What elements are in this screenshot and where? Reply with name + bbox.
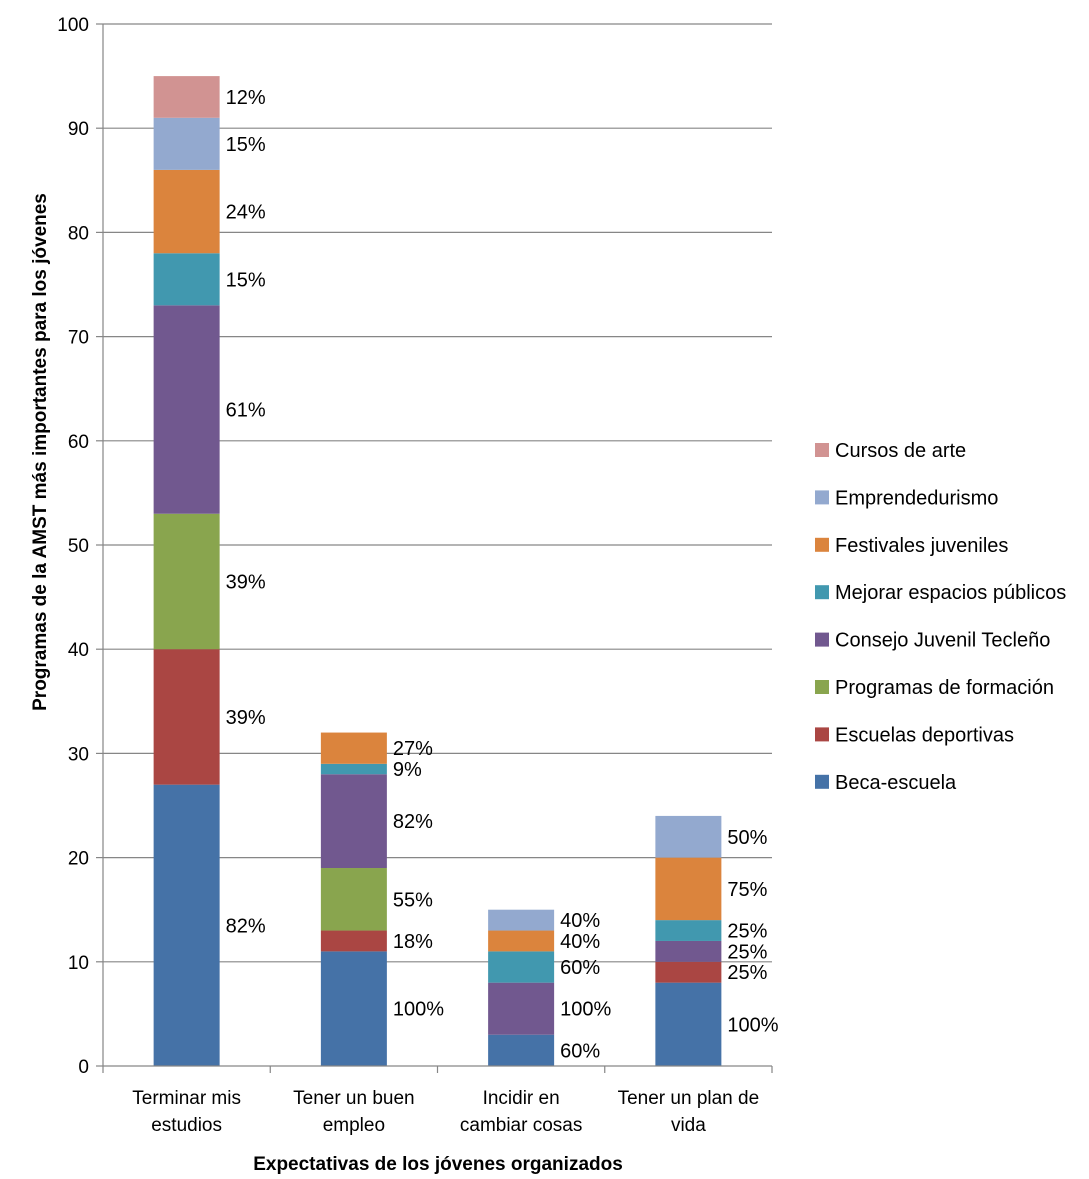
y-tick-label: 60 xyxy=(68,432,89,453)
data-label: 9% xyxy=(393,759,422,781)
legend-swatch xyxy=(815,585,829,600)
y-tick-label: 80 xyxy=(68,223,89,244)
y-tick-label: 90 xyxy=(68,119,89,140)
data-labels: 82%39%39%61%15%24%15%12%100%18%55%82%9%2… xyxy=(226,87,779,1062)
legend-label: Emprendedurismo xyxy=(835,487,998,509)
bar-segment xyxy=(655,857,722,921)
y-axis-title: Programas de la AMST más importantes par… xyxy=(30,193,51,711)
legend-label: Beca-escuela xyxy=(835,772,957,794)
bar-segment xyxy=(488,1034,555,1066)
data-label: 60% xyxy=(560,1040,600,1062)
data-label: 55% xyxy=(393,889,433,911)
bar-segment xyxy=(153,169,220,254)
legend-label: Programas de formación xyxy=(835,677,1054,699)
x-category-label: Incidir en xyxy=(483,1088,560,1109)
bar-segment xyxy=(320,868,387,931)
legend: Cursos de arte Emprendedurismo Festivales … xyxy=(815,440,1066,794)
bar-segment xyxy=(153,117,220,170)
x-category-label: vida xyxy=(671,1115,706,1136)
data-label: 61% xyxy=(226,400,266,422)
x-category-label: cambiar cosas xyxy=(460,1115,583,1136)
data-label: 82% xyxy=(226,915,266,937)
bar-segment xyxy=(488,951,555,983)
y-tick-label: 30 xyxy=(68,744,89,765)
data-label: 100% xyxy=(727,1014,778,1036)
data-label: 39% xyxy=(226,707,266,729)
legend-swatch xyxy=(815,443,829,457)
legend-label: Cursos de arte xyxy=(835,440,966,462)
bar-segment xyxy=(488,930,555,952)
data-label: 25% xyxy=(727,941,767,963)
bar-segment xyxy=(320,951,387,1066)
bar-segment xyxy=(320,930,387,952)
data-label: 39% xyxy=(226,571,266,593)
bar-segment xyxy=(655,982,722,1066)
bar-segment xyxy=(655,940,722,962)
data-label: 40% xyxy=(560,910,600,932)
x-axis-title: Expectativas de los jóvenes organizados xyxy=(253,1154,623,1175)
bar-segment xyxy=(655,961,722,983)
data-label: 40% xyxy=(560,931,600,953)
legend-swatch xyxy=(815,774,829,789)
bars xyxy=(153,76,722,1066)
bar-segment xyxy=(153,76,220,118)
data-label: 18% xyxy=(393,931,433,953)
legend-swatch xyxy=(815,727,829,742)
data-label: 27% xyxy=(393,738,433,760)
y-tick-label: 0 xyxy=(78,1057,89,1078)
legend-swatch xyxy=(815,680,829,694)
data-label: 82% xyxy=(393,811,433,833)
legend-label: Consejo Juvenil Tecleño xyxy=(835,630,1050,652)
bar-segment xyxy=(655,920,722,941)
data-label: 12% xyxy=(226,87,266,109)
bar-segment xyxy=(153,649,220,785)
y-tick-label: 40 xyxy=(68,640,89,661)
y-tick-label: 70 xyxy=(68,328,89,349)
bar-segment xyxy=(655,815,722,858)
legend-swatch xyxy=(815,632,829,647)
x-category-label: estudios xyxy=(151,1115,222,1136)
data-label: 25% xyxy=(727,921,767,943)
y-axis-ticks: 0 10 20 30 40 50 60 70 80 90 100 xyxy=(57,15,103,1078)
x-category-label: Tener un buen xyxy=(293,1088,415,1109)
data-label: 25% xyxy=(727,962,767,984)
x-category-label: Tener un plan de xyxy=(618,1088,760,1109)
legend-swatch xyxy=(815,490,829,505)
axes xyxy=(102,24,773,1073)
bar-segment xyxy=(153,513,220,650)
legend-label: Mejorar espacios públicos xyxy=(835,582,1066,604)
bar-segment xyxy=(320,732,387,764)
data-label: 15% xyxy=(226,134,266,156)
y-tick-label: 50 xyxy=(68,536,89,557)
bar-segment xyxy=(488,909,555,931)
data-label: 100% xyxy=(393,999,444,1021)
legend-label: Festivales juveniles xyxy=(835,535,1008,557)
data-label: 75% xyxy=(727,879,767,901)
data-label: 100% xyxy=(560,999,611,1021)
bar-segment xyxy=(153,305,220,514)
legend-label: Escuelas deportivas xyxy=(835,724,1014,746)
y-tick-label: 10 xyxy=(68,953,89,974)
bar-segment xyxy=(153,253,220,306)
y-tick-label: 100 xyxy=(57,15,89,36)
bar-segment xyxy=(153,784,220,1066)
data-label: 24% xyxy=(226,202,266,224)
data-label: 50% xyxy=(727,827,767,849)
data-label: 15% xyxy=(226,269,266,291)
legend-swatch xyxy=(815,537,829,552)
x-category-label: empleo xyxy=(323,1115,385,1136)
x-category-label: Terminar mis xyxy=(132,1088,241,1109)
bar-segment xyxy=(320,763,387,775)
x-axis-categories: Terminar mis estudios Tener un buen empleo I… xyxy=(132,1088,759,1136)
y-tick-label: 20 xyxy=(68,849,89,870)
bar-segment xyxy=(488,982,555,1035)
data-label: 60% xyxy=(560,957,600,979)
bar-segment xyxy=(320,774,387,869)
